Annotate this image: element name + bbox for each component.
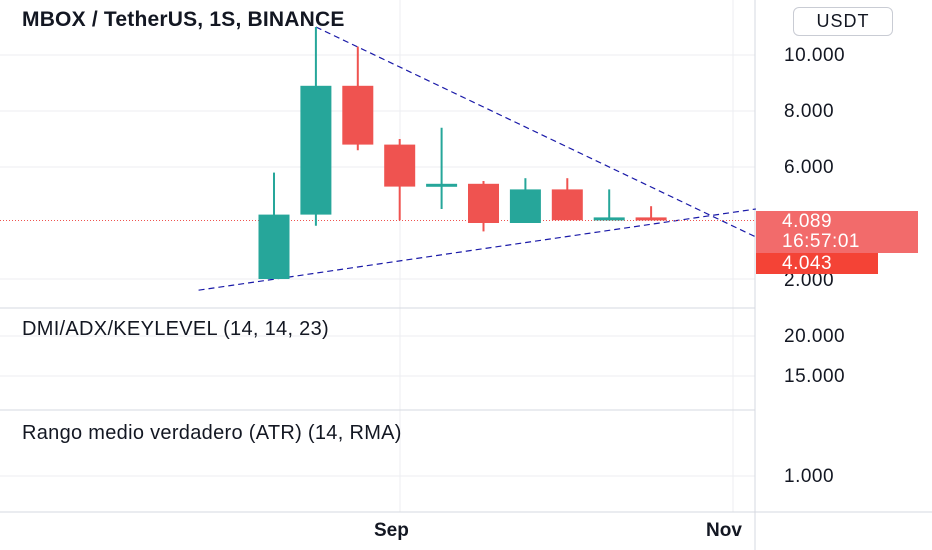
candle-body-down xyxy=(551,189,583,221)
candle-body-up xyxy=(258,214,290,279)
grid xyxy=(0,0,755,512)
candle-body-down xyxy=(468,183,499,223)
bar-countdown: 16:57:01 xyxy=(782,231,860,252)
symbol-title[interactable]: MBOX / TetherUS, 1S, BINANCE xyxy=(22,8,345,31)
atr-pane-title[interactable]: Rango medio verdadero (ATR) (14, RMA) xyxy=(22,422,402,444)
last-price-tag: 4.089 16:57:01 xyxy=(756,211,918,253)
time-axis-label: Sep xyxy=(374,520,409,541)
candle xyxy=(426,127,458,209)
candle xyxy=(342,46,374,151)
candle-body-down xyxy=(635,217,667,221)
price-tick-label: 6.000 xyxy=(784,157,835,178)
candle-body-up xyxy=(426,183,458,187)
candles xyxy=(258,27,667,279)
candle xyxy=(593,189,625,221)
secondary-price-value: 4.043 xyxy=(782,253,833,274)
candle xyxy=(258,172,290,279)
atr-tick-label: 1.000 xyxy=(784,466,835,487)
price-tick-label: 8.000 xyxy=(784,101,835,122)
trendlines xyxy=(198,26,757,291)
candle xyxy=(509,178,541,223)
candle-body-down xyxy=(342,85,374,145)
secondary-price-tag: 4.043 xyxy=(756,253,878,274)
time-axis-label: Nov xyxy=(706,520,742,541)
candle-body-up xyxy=(593,217,625,221)
candle-body-up xyxy=(509,189,541,223)
candle xyxy=(300,27,332,226)
candle xyxy=(384,139,416,221)
candle-body-up xyxy=(300,85,332,215)
dmi-pane-title[interactable]: DMI/ADX/KEYLEVEL (14, 14, 23) xyxy=(22,318,329,340)
pane-separators xyxy=(0,307,932,513)
candle xyxy=(635,206,667,221)
support-trendline[interactable] xyxy=(198,208,756,291)
candle-body-down xyxy=(384,144,416,187)
candle xyxy=(551,178,583,221)
resistance-trendline[interactable] xyxy=(315,26,757,238)
price-tick-label: 2.000 xyxy=(784,270,835,291)
dmi-tick-label: 20.000 xyxy=(784,326,846,347)
currency-button[interactable]: USDT xyxy=(793,7,893,36)
candle xyxy=(468,181,499,232)
dmi-tick-label: 15.000 xyxy=(784,366,846,387)
last-price-value: 4.089 xyxy=(782,211,833,232)
price-tick-label: 10.000 xyxy=(784,45,846,66)
